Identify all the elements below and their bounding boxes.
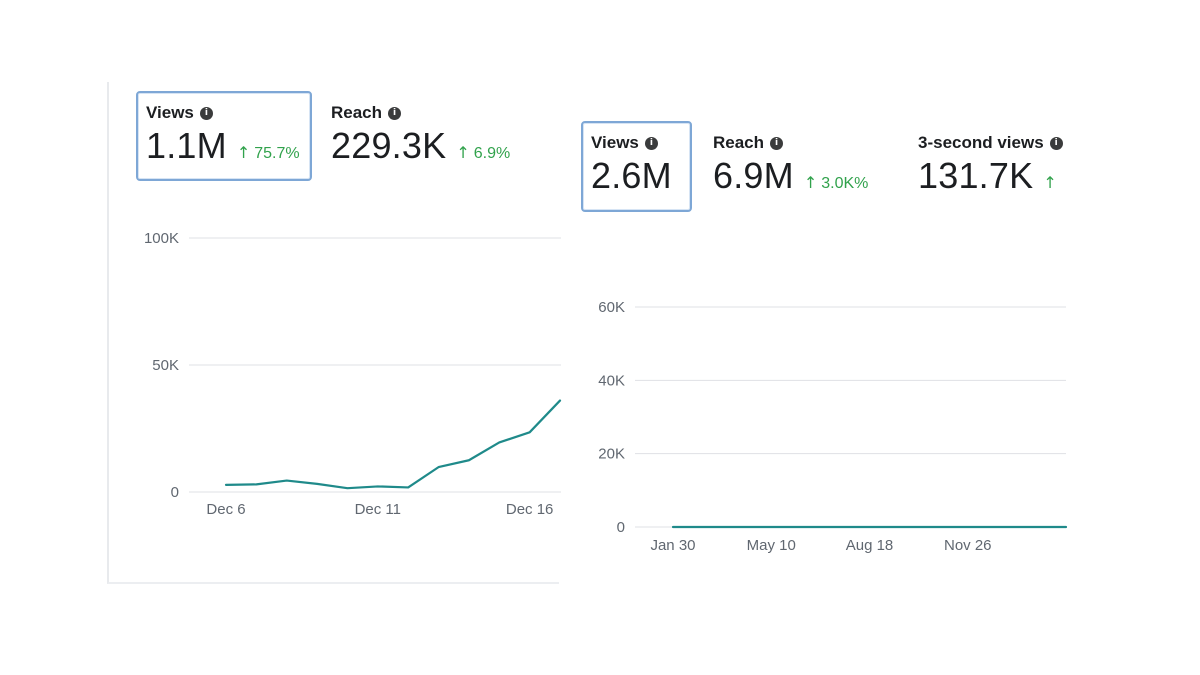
metric-value: 229.3K <box>331 125 447 166</box>
metric-row: 131.7K ↑ <box>918 155 1063 197</box>
y-tick-label: 40K <box>598 372 625 389</box>
views-line-chart: 60K 40K 20K 0 Jan 30 May 10 Aug 18 Nov 26 <box>598 299 1068 554</box>
metric-change-text: 75.7% <box>254 145 300 162</box>
metric-card-3-second-views[interactable]: 3-second views i 131.7K ↑ <box>908 121 1073 212</box>
up-arrow-icon: ↑ <box>456 143 470 162</box>
x-tick-label: Jan 30 <box>650 537 695 554</box>
metric-value: 2.6M <box>591 155 672 196</box>
metric-value: 131.7K <box>918 155 1034 196</box>
metric-change: ↑ <box>1043 173 1056 192</box>
y-tick-label: 20K <box>598 446 625 463</box>
metric-value: 6.9M <box>713 155 794 196</box>
insights-panel-right: Views i 2.6M Reach i 6.9M ↑ 3.0K% 3- <box>565 108 1075 588</box>
metric-label-reach: Reach i <box>331 103 541 123</box>
metric-card-views[interactable]: Views i 1.1M ↑ 75.7% <box>136 91 312 181</box>
metric-card-views[interactable]: Views i 2.6M <box>581 121 692 212</box>
metric-card-reach[interactable]: Reach i 229.3K ↑ 6.9% <box>321 91 551 181</box>
metric-label-text: Views <box>146 103 194 122</box>
up-arrow-icon: ↑ <box>803 173 818 192</box>
x-tick-label: Aug 18 <box>846 537 894 554</box>
metric-label-text: Reach <box>713 133 765 152</box>
metric-value: 1.1M <box>146 125 227 166</box>
info-icon[interactable]: i <box>388 106 402 120</box>
metric-change-text: 3.0K% <box>821 175 869 192</box>
info-icon[interactable]: i <box>1049 136 1063 150</box>
metric-label-text: Views <box>591 133 639 152</box>
y-tick-label: 0 <box>171 484 179 501</box>
info-icon[interactable]: i <box>199 106 213 120</box>
metric-row: 6.9M ↑ 3.0K% <box>713 155 893 197</box>
info-icon[interactable]: i <box>770 136 784 150</box>
y-tick-label: 50K <box>152 357 179 374</box>
metric-label-views: Views i <box>146 103 302 123</box>
info-icon[interactable]: i <box>644 136 658 150</box>
metric-label-3-second-views: 3-second views i <box>918 133 1063 153</box>
metric-label-views: Views i <box>591 133 682 153</box>
metric-row: 2.6M <box>591 155 682 197</box>
up-arrow-icon: ↑ <box>236 143 251 162</box>
metric-change: ↑ 6.9% <box>456 143 510 163</box>
metric-label-text: 3-second views <box>918 133 1044 152</box>
metric-label-reach: Reach i <box>713 133 893 153</box>
views-line-chart: 100K 50K 0 Dec 6 Dec 11 Dec 16 <box>144 230 562 518</box>
metric-card-reach[interactable]: Reach i 6.9M ↑ 3.0K% <box>703 121 903 212</box>
x-tick-label: May 10 <box>747 537 796 554</box>
y-tick-label: 0 <box>617 519 625 536</box>
x-tick-label: Dec 11 <box>355 501 401 518</box>
x-tick-label: Nov 26 <box>944 537 992 554</box>
metric-row: 229.3K ↑ 6.9% <box>331 125 541 167</box>
metric-label-text: Reach <box>331 103 383 122</box>
metric-change: ↑ 3.0K% <box>804 173 869 193</box>
y-tick-label: 60K <box>598 299 625 316</box>
x-tick-label: Dec 16 <box>506 501 554 518</box>
metric-change-text: 6.9% <box>473 145 511 162</box>
up-arrow-icon: ↑ <box>1043 173 1057 192</box>
insights-panel-left: Views i 1.1M ↑ 75.7% Reach i 229.3K ↑ 6. <box>107 82 562 584</box>
metric-row: 1.1M ↑ 75.7% <box>146 125 302 167</box>
metric-change: ↑ 75.7% <box>237 143 300 163</box>
y-tick-label: 100K <box>144 230 179 247</box>
x-tick-label: Dec 6 <box>206 501 245 518</box>
series-line[interactable] <box>224 399 562 490</box>
